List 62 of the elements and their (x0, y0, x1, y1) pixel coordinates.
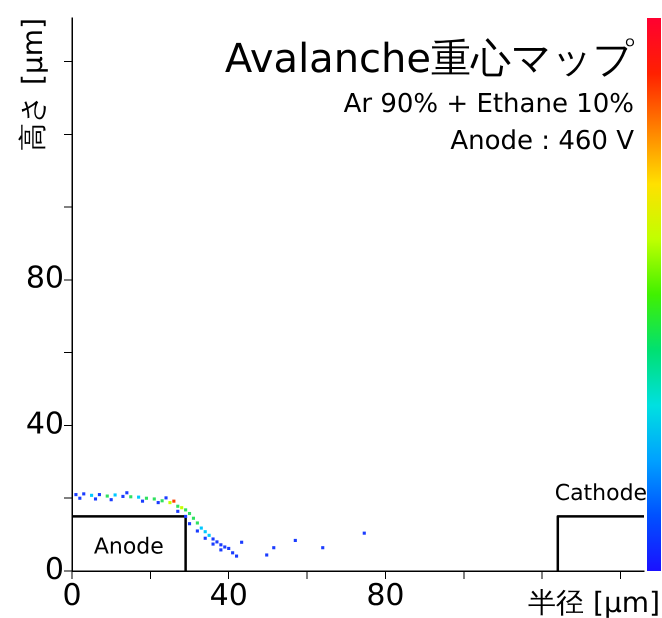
point (90, 494, 94, 497)
point (227, 546, 230, 550)
point (219, 543, 222, 546)
point (184, 508, 188, 512)
y-tick-label: 0 (44, 552, 64, 587)
point (140, 500, 144, 503)
point (121, 494, 124, 498)
point (110, 498, 113, 502)
point (188, 512, 192, 516)
point (240, 540, 244, 544)
point (74, 493, 78, 496)
point (294, 538, 297, 542)
point (152, 497, 156, 501)
point (211, 537, 215, 541)
point (137, 496, 140, 499)
point (362, 532, 366, 535)
point (82, 492, 86, 496)
point (156, 501, 160, 504)
point (144, 496, 148, 500)
point (176, 504, 180, 508)
point (192, 516, 196, 520)
point (196, 529, 199, 533)
y-axis-title: 高さ [μm] (16, 18, 49, 151)
point (114, 493, 117, 497)
point (223, 545, 226, 549)
point (176, 510, 180, 513)
point (125, 491, 128, 494)
point (172, 500, 176, 503)
text: Avalanche重心マップ (224, 36, 635, 82)
annotation: Anode : 460 V (450, 126, 634, 156)
point (234, 554, 238, 558)
point (106, 494, 109, 498)
series-label: Cathode (554, 481, 648, 506)
x-axis-title: 半径 [μm] (528, 586, 660, 618)
x-tick-label: 80 (366, 578, 405, 613)
point (208, 534, 211, 537)
point (204, 536, 207, 540)
point (219, 548, 222, 552)
point (211, 542, 215, 546)
point (168, 501, 172, 504)
point (78, 496, 82, 500)
point (164, 496, 168, 500)
series-label: Anode (94, 534, 164, 560)
point (188, 522, 192, 526)
point (180, 506, 184, 510)
point (196, 521, 199, 525)
point (94, 497, 98, 501)
point (231, 551, 234, 554)
point (184, 514, 188, 518)
point (200, 526, 203, 530)
y-tick-label: 80 (26, 260, 64, 296)
point (321, 546, 324, 550)
x-tick-label: 40 (210, 578, 248, 613)
y-tick-label: 40 (26, 406, 64, 442)
text: Ar 90% + Ethane 10% (344, 89, 634, 119)
point (215, 540, 219, 544)
point (204, 530, 207, 534)
point (272, 546, 276, 550)
point (129, 495, 132, 498)
point (98, 493, 101, 496)
point (160, 499, 164, 502)
point (265, 553, 268, 557)
